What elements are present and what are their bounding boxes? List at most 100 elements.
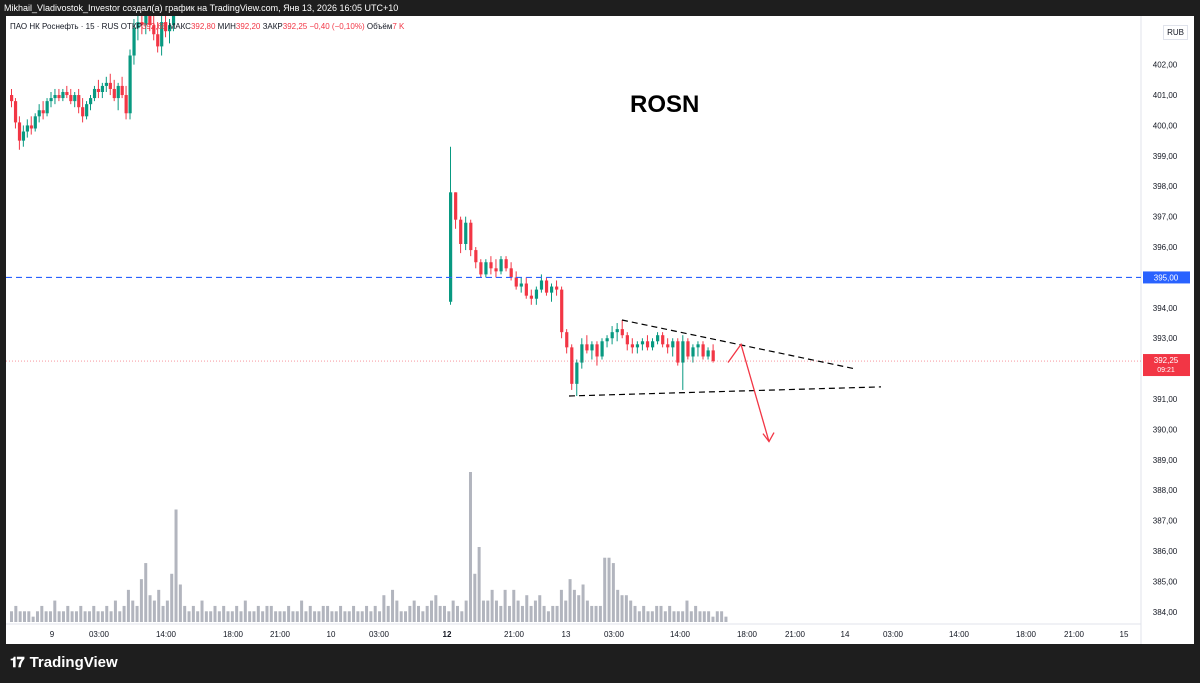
candle-body — [504, 259, 508, 269]
candle-body — [124, 95, 128, 114]
candle-body — [524, 283, 528, 296]
candle-body — [45, 101, 49, 114]
candle-body — [615, 329, 619, 333]
volume-bar — [516, 600, 520, 622]
volume-bar — [122, 605, 126, 622]
candle-body — [600, 341, 604, 357]
candle-body — [81, 107, 85, 117]
volume-bar — [321, 605, 325, 622]
volume-bar — [61, 611, 65, 622]
volume-bar — [261, 611, 265, 622]
candle-body — [25, 125, 29, 132]
chart-area[interactable]: 384,00 385,00 386,00 387,00 388,00 389,00 390,… — [6, 16, 1194, 644]
volume-bar — [404, 611, 408, 622]
volume-bar — [395, 600, 399, 622]
candle-body — [595, 344, 599, 357]
volume-bar — [369, 611, 373, 622]
candle-body — [640, 341, 645, 345]
volume-bar — [152, 600, 156, 622]
volume-bar — [681, 611, 685, 622]
price-tick-label: 385,00 — [1153, 577, 1178, 586]
volume-bar — [598, 605, 602, 622]
price-tick-label: 387,00 — [1153, 517, 1178, 526]
volume-bar — [170, 573, 174, 622]
symbol-label[interactable]: ПАО НК Роснефть · 15 · RUS — [10, 22, 119, 31]
volume-bar — [720, 611, 724, 622]
volume-bar — [187, 611, 191, 622]
candle-body — [112, 88, 116, 99]
volume-bar — [365, 605, 369, 622]
volume-bar — [391, 589, 395, 622]
volume-bar — [620, 595, 624, 622]
currency-badge[interactable]: RUB — [1163, 25, 1188, 40]
time-tick-label: 14:00 — [949, 630, 970, 639]
low-value: 392,20 — [235, 22, 261, 31]
volume-bar — [633, 605, 637, 622]
volume-bar — [213, 605, 217, 622]
volume-bar — [252, 611, 256, 622]
volume-bar — [243, 600, 247, 622]
volume-bar — [113, 600, 117, 622]
volume-bar — [235, 605, 239, 622]
volume-bar — [581, 584, 585, 622]
volume-bar — [378, 611, 382, 622]
price-tick-label: 390,00 — [1153, 425, 1178, 434]
candle-body — [514, 277, 518, 287]
volume-bar — [74, 611, 78, 622]
volume-bar — [248, 611, 252, 622]
volume-bar — [265, 605, 269, 622]
volume-bar — [165, 600, 169, 622]
volume-bar — [92, 605, 96, 622]
volume-bar — [313, 611, 317, 622]
candle-body — [630, 344, 634, 348]
candle-body — [144, 16, 148, 26]
volume-bar — [304, 611, 308, 622]
candle-body — [13, 101, 18, 123]
volume-bar — [282, 611, 286, 622]
price-tick-label: 402,00 — [1153, 61, 1178, 70]
time-tick-label: 18:00 — [1016, 630, 1037, 639]
volume-bar — [118, 611, 122, 622]
time-tick-label: 03:00 — [883, 630, 904, 639]
volume-bar — [96, 611, 100, 622]
brand-name: TradingView — [29, 654, 118, 671]
candle-body — [100, 85, 105, 92]
volume-bar — [499, 605, 503, 622]
ohlc-legend: ПАО НК Роснефть · 15 · RUS ОТКР392,65 МА… — [10, 22, 404, 31]
volume-bar — [468, 472, 472, 622]
volume-bar — [538, 595, 542, 622]
price-chart[interactable]: 384,00 385,00 386,00 387,00 388,00 389,00 390,… — [6, 16, 1194, 644]
volume-bar — [603, 557, 607, 622]
time-tick-label: 21:00 — [1064, 630, 1085, 639]
candle-body — [509, 268, 513, 278]
volume-bar — [183, 605, 187, 622]
volume-bar — [542, 605, 546, 622]
volume-bar — [209, 611, 213, 622]
time-tick-label: 21:00 — [785, 630, 806, 639]
volume-bar — [100, 611, 104, 622]
candle-body — [479, 262, 483, 275]
volume-bar — [585, 600, 589, 622]
volume-bar — [230, 611, 234, 622]
candle-body — [96, 88, 101, 92]
volume-bar — [178, 584, 182, 622]
candle-body — [459, 219, 463, 244]
volume-bar — [546, 611, 550, 622]
volume-bar — [715, 611, 719, 622]
volume-bar — [694, 605, 698, 622]
candle-body — [21, 131, 26, 141]
candle-body — [706, 350, 710, 357]
volume-bar — [616, 589, 620, 622]
candle-body — [544, 280, 549, 293]
candle-body — [701, 344, 705, 357]
candle-body — [711, 350, 715, 362]
candle-body — [555, 286, 559, 290]
volume-bar — [274, 611, 278, 622]
volume-bar — [642, 605, 646, 622]
volume-bar — [685, 600, 689, 622]
price-tick-label: 393,00 — [1153, 334, 1178, 343]
volume-label: Объём — [366, 22, 393, 31]
volume-bar — [611, 563, 615, 622]
volume-bar — [663, 611, 667, 622]
volume-bar — [347, 611, 351, 622]
